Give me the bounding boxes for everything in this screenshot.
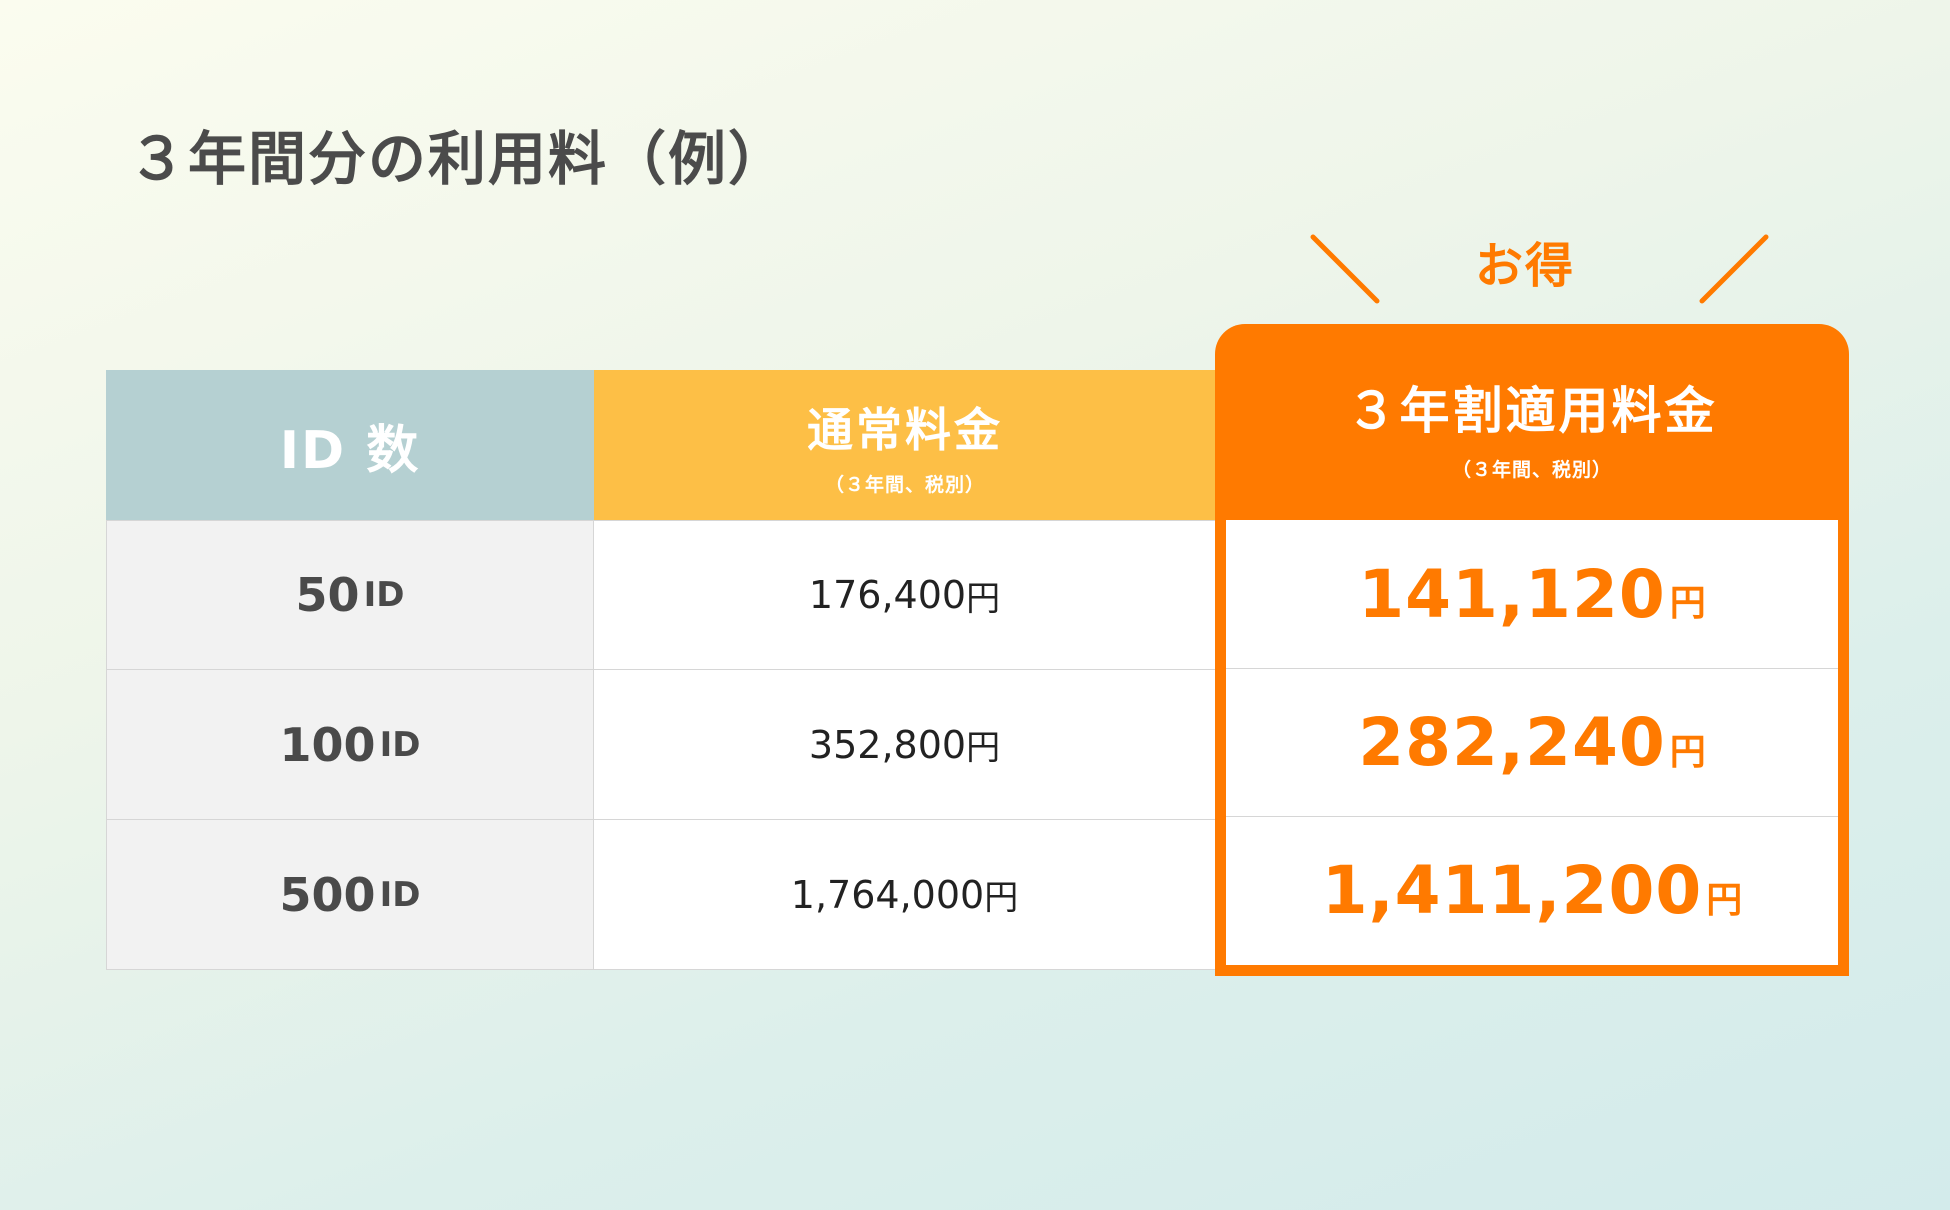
- normal-price-cell: 176,400 円: [594, 520, 1216, 670]
- id-count-header: ID 数: [106, 370, 594, 520]
- id-count-cell: 50 ID: [106, 520, 594, 670]
- table-row: 500 ID 1,764,000 円: [106, 820, 1216, 970]
- header-row: ID 数 通常料金 （３年間、税別）: [106, 370, 1216, 520]
- normal-price-header: 通常料金 （３年間、税別）: [594, 370, 1216, 520]
- normal-price-header-label: 通常料金: [807, 402, 1003, 457]
- id-count-header-label: ID 数: [279, 420, 421, 481]
- normal-price-value: 352,800: [808, 722, 967, 767]
- id-count-value: 500: [279, 867, 376, 922]
- id-count-value: 100: [279, 717, 376, 772]
- id-count-unit: ID: [379, 724, 421, 765]
- normal-price-header-note: （３年間、税別）: [824, 473, 985, 496]
- normal-price-value: 176,400: [808, 573, 967, 617]
- normal-price-cell: 352,800 円: [594, 670, 1216, 820]
- id-count-unit: ID: [379, 874, 421, 915]
- id-count-cell: 100 ID: [106, 670, 594, 820]
- discount-price-unit: 円: [1669, 583, 1706, 624]
- emphasis-lines-icon: [1310, 234, 1769, 304]
- discount-price-cell: 141,120 円: [1226, 520, 1838, 668]
- normal-price-value: 1,764,000: [790, 872, 985, 917]
- id-count-value: 50: [295, 568, 360, 622]
- page-title: ３年間分の利用料（例）: [128, 125, 789, 193]
- discount-price-header-note: （３年間、税別）: [1451, 458, 1612, 481]
- discount-price-value: 1,411,200: [1321, 852, 1703, 929]
- normal-price-unit: 円: [966, 578, 1001, 619]
- deal-badge: お得: [1475, 238, 1576, 294]
- normal-price-cell: 1,764,000 円: [594, 820, 1216, 970]
- discount-price-header: ３年割適用料金 （３年間、税別）: [1215, 324, 1849, 520]
- discount-price-value: 141,120: [1358, 555, 1666, 633]
- normal-price-unit: 円: [984, 878, 1019, 918]
- discount-price-value: 282,240: [1358, 704, 1666, 781]
- id-count-unit: ID: [363, 575, 405, 615]
- discount-price-rows: 141,120 円 282,240 円 1,411,200 円: [1226, 520, 1838, 965]
- discount-price-header-label: ３年割適用料金: [1346, 381, 1718, 440]
- discount-price-cell: 282,240 円: [1226, 668, 1838, 816]
- id-count-cell: 500 ID: [106, 820, 594, 970]
- discount-price-cell: 1,411,200 円: [1226, 816, 1838, 964]
- discount-price-unit: 円: [1706, 879, 1743, 921]
- discount-price-column: ３年割適用料金 （３年間、税別） 141,120 円 282,240 円 1,411…: [1215, 324, 1849, 976]
- table-row: 50 ID 176,400 円: [106, 520, 1216, 670]
- normal-price-unit: 円: [966, 728, 1001, 768]
- discount-price-unit: 円: [1669, 731, 1706, 773]
- table-row: 100 ID 352,800 円: [106, 670, 1216, 820]
